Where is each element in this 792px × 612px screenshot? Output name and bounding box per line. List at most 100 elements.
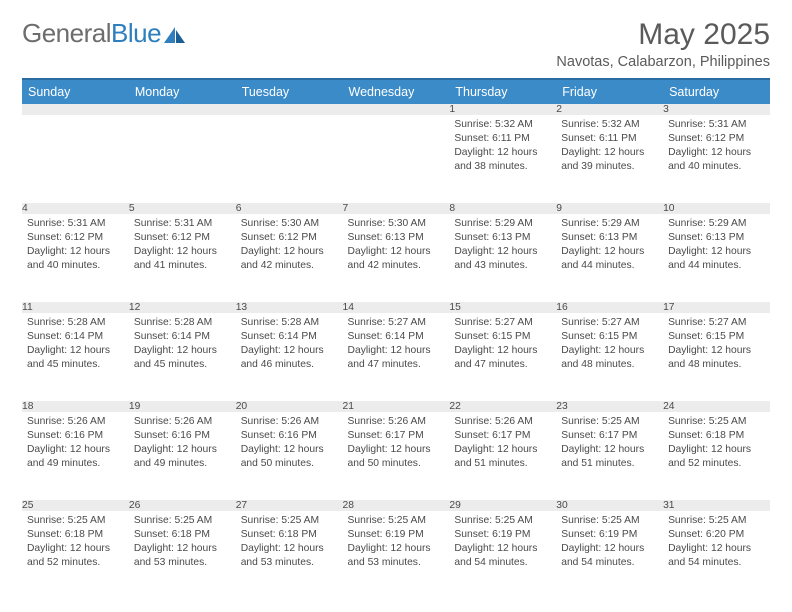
day-number: 19 [129,401,236,412]
day-number [129,104,236,115]
day-details: Sunrise: 5:25 AMSunset: 6:18 PMDaylight:… [663,412,770,475]
sunrise-line: Sunrise: 5:26 AM [454,415,551,429]
day-number: 29 [449,500,556,511]
day-number: 11 [22,302,129,313]
sunrise-line: Sunrise: 5:26 AM [241,415,338,429]
day-details: Sunrise: 5:29 AMSunset: 6:13 PMDaylight:… [449,214,556,277]
location: Navotas, Calabarzon, Philippines [556,54,770,70]
day-header: Wednesday [343,79,450,104]
sunrise-line: Sunrise: 5:32 AM [561,118,658,132]
day-number: 25 [22,500,129,511]
day-details: Sunrise: 5:31 AMSunset: 6:12 PMDaylight:… [22,214,129,277]
day-number: 15 [449,302,556,313]
day-cell: Sunrise: 5:32 AMSunset: 6:11 PMDaylight:… [449,115,556,203]
brand-text: GeneralBlue [22,18,161,49]
day-details: Sunrise: 5:25 AMSunset: 6:19 PMDaylight:… [343,511,450,574]
sunset-line: Sunset: 6:20 PM [668,528,765,542]
sunset-line: Sunset: 6:14 PM [27,330,124,344]
sunrise-line: Sunrise: 5:26 AM [348,415,445,429]
sunrise-line: Sunrise: 5:30 AM [348,217,445,231]
daylight-line: Daylight: 12 hours and 54 minutes. [561,542,658,570]
daylight-line: Daylight: 12 hours and 50 minutes. [348,443,445,471]
daylight-line: Daylight: 12 hours and 41 minutes. [134,245,231,273]
sunrise-line: Sunrise: 5:27 AM [668,316,765,330]
sunrise-line: Sunrise: 5:27 AM [561,316,658,330]
day-cell: Sunrise: 5:27 AMSunset: 6:15 PMDaylight:… [449,313,556,401]
sunrise-line: Sunrise: 5:25 AM [134,514,231,528]
sunrise-line: Sunrise: 5:25 AM [27,514,124,528]
sunrise-line: Sunrise: 5:25 AM [561,415,658,429]
sunrise-line: Sunrise: 5:29 AM [454,217,551,231]
sunset-line: Sunset: 6:13 PM [348,231,445,245]
sunset-line: Sunset: 6:17 PM [454,429,551,443]
day-header: Saturday [663,79,770,104]
day-number: 27 [236,500,343,511]
sunset-line: Sunset: 6:19 PM [561,528,658,542]
sunset-line: Sunset: 6:13 PM [561,231,658,245]
day-cell: Sunrise: 5:25 AMSunset: 6:19 PMDaylight:… [343,511,450,599]
day-header: Tuesday [236,79,343,104]
sunset-line: Sunset: 6:14 PM [241,330,338,344]
day-details: Sunrise: 5:25 AMSunset: 6:18 PMDaylight:… [22,511,129,574]
day-number: 10 [663,203,770,214]
sunset-line: Sunset: 6:15 PM [454,330,551,344]
day-cell: Sunrise: 5:25 AMSunset: 6:17 PMDaylight:… [556,412,663,500]
day-details: Sunrise: 5:25 AMSunset: 6:19 PMDaylight:… [449,511,556,574]
brand-part2: Blue [111,18,161,48]
day-number: 3 [663,104,770,115]
month-title: May 2025 [556,18,770,52]
sunrise-line: Sunrise: 5:30 AM [241,217,338,231]
sunset-line: Sunset: 6:14 PM [134,330,231,344]
sunset-line: Sunset: 6:12 PM [668,132,765,146]
sunset-line: Sunset: 6:14 PM [348,330,445,344]
day-cell: Sunrise: 5:31 AMSunset: 6:12 PMDaylight:… [129,214,236,302]
day-details: Sunrise: 5:31 AMSunset: 6:12 PMDaylight:… [663,115,770,178]
day-details: Sunrise: 5:26 AMSunset: 6:16 PMDaylight:… [22,412,129,475]
sunrise-line: Sunrise: 5:28 AM [134,316,231,330]
day-cell: Sunrise: 5:26 AMSunset: 6:16 PMDaylight:… [22,412,129,500]
day-details: Sunrise: 5:29 AMSunset: 6:13 PMDaylight:… [663,214,770,277]
sunset-line: Sunset: 6:13 PM [668,231,765,245]
sunset-line: Sunset: 6:16 PM [134,429,231,443]
daylight-line: Daylight: 12 hours and 48 minutes. [561,344,658,372]
daylight-line: Daylight: 12 hours and 47 minutes. [454,344,551,372]
day-details: Sunrise: 5:26 AMSunset: 6:16 PMDaylight:… [129,412,236,475]
day-number: 26 [129,500,236,511]
brand-sail-icon [164,27,186,45]
sunrise-line: Sunrise: 5:25 AM [454,514,551,528]
day-number: 23 [556,401,663,412]
sunrise-line: Sunrise: 5:31 AM [668,118,765,132]
day-cell [129,115,236,203]
day-cell: Sunrise: 5:25 AMSunset: 6:18 PMDaylight:… [22,511,129,599]
day-number: 22 [449,401,556,412]
day-details: Sunrise: 5:32 AMSunset: 6:11 PMDaylight:… [449,115,556,178]
sunrise-line: Sunrise: 5:31 AM [27,217,124,231]
day-cell: Sunrise: 5:30 AMSunset: 6:13 PMDaylight:… [343,214,450,302]
day-number: 13 [236,302,343,313]
day-cell: Sunrise: 5:28 AMSunset: 6:14 PMDaylight:… [129,313,236,401]
daylight-line: Daylight: 12 hours and 51 minutes. [454,443,551,471]
day-cell: Sunrise: 5:27 AMSunset: 6:15 PMDaylight:… [556,313,663,401]
sunrise-line: Sunrise: 5:28 AM [241,316,338,330]
week-row: Sunrise: 5:25 AMSunset: 6:18 PMDaylight:… [22,511,770,599]
daylight-line: Daylight: 12 hours and 43 minutes. [454,245,551,273]
day-cell: Sunrise: 5:29 AMSunset: 6:13 PMDaylight:… [556,214,663,302]
sunrise-line: Sunrise: 5:27 AM [348,316,445,330]
week-row: Sunrise: 5:26 AM Sunset: 6:16 PM Daylight:… [22,412,770,500]
day-header: Friday [556,79,663,104]
day-cell: Sunrise: 5:27 AMSunset: 6:14 PMDaylight:… [343,313,450,401]
day-details: Sunrise: 5:26 AMSunset: 6:17 PMDaylight:… [449,412,556,475]
daylight-line: Daylight: 12 hours and 52 minutes. [27,542,124,570]
day-cell: Sunrise: 5:25 AMSunset: 6:18 PMDaylight:… [129,511,236,599]
calendar-table: SundayMondayTuesdayWednesdayThursdayFrid… [22,78,770,599]
daylight-line: Daylight: 12 hours and 53 minutes. [134,542,231,570]
sunrise-line: Sunrise: 5:29 AM [668,217,765,231]
day-details: Sunrise: 5:26 AMSunset: 6:16 PMDaylight:… [236,412,343,475]
sunset-line: Sunset: 6:18 PM [134,528,231,542]
sunset-line: Sunset: 6:13 PM [454,231,551,245]
sunrise-line: Sunrise: 5:29 AM [561,217,658,231]
title-block: May 2025 Navotas, Calabarzon, Philippine… [556,18,770,70]
sunset-line: Sunset: 6:17 PM [348,429,445,443]
daylight-line: Daylight: 12 hours and 45 minutes. [134,344,231,372]
daynum-row: 25262728293031 [22,500,770,511]
